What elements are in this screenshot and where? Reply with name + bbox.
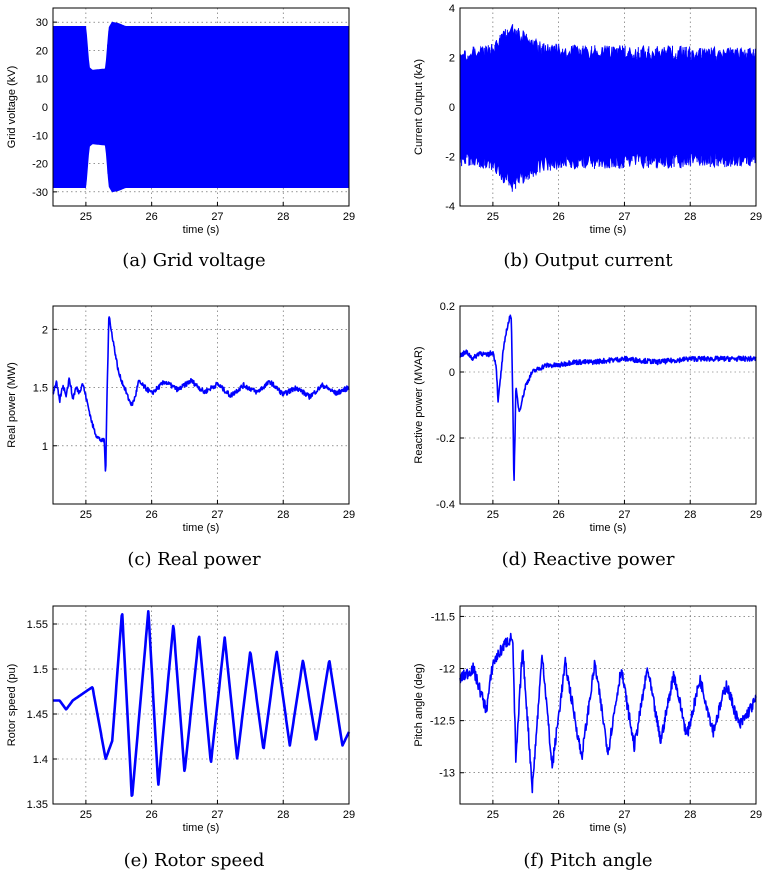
x-axis-label: time (s) — [590, 224, 627, 236]
plot-frame — [52, 7, 350, 207]
x-tick-label: 25 — [80, 509, 92, 521]
y-tick-label: 1.5 — [33, 664, 48, 676]
panel-c: 25 26 27 28 29 1 1.5 2 time (s) Real power (MW) (c… — [6, 305, 355, 570]
y-tick-label: -12 — [439, 664, 455, 676]
x-tick-label: 28 — [684, 809, 696, 821]
x-tick-label: 25 — [487, 809, 499, 821]
x-tick-label: 27 — [618, 211, 630, 223]
x-tick-label: 29 — [750, 809, 762, 821]
y-tick-label: 1.35 — [27, 799, 48, 811]
panel-caption: (f) Pitch angle — [523, 850, 652, 871]
y-tick-label: 2 — [42, 324, 48, 336]
x-tick-label: 26 — [553, 809, 565, 821]
x-axis-label: time (s) — [183, 822, 220, 834]
x-tick-label: 28 — [277, 509, 289, 521]
x-tick-label: 29 — [343, 809, 355, 821]
x-tick-label: 29 — [343, 211, 355, 223]
x-tick-label: 28 — [277, 809, 289, 821]
x-axis-label: time (s) — [183, 224, 220, 236]
data-series — [52, 610, 351, 797]
y-tick-label: 1.45 — [27, 709, 48, 721]
plot-area — [459, 605, 757, 805]
plot-area — [52, 305, 350, 505]
x-tick-label: 27 — [211, 809, 223, 821]
y-axis-label: Real power (MW) — [6, 362, 18, 448]
y-tick-label: -12.5 — [430, 716, 455, 728]
plot-frame — [52, 305, 350, 505]
y-tick-label: -0.2 — [436, 433, 455, 445]
panel-e: 25 26 27 28 29 1.35 1.4 1.45 1.5 1.55 time (s) Roto… — [6, 605, 355, 871]
y-tick-label: -11.5 — [431, 611, 455, 623]
y-tick-label: 1.5 — [33, 383, 48, 395]
x-tick-label: 26 — [146, 809, 158, 821]
y-tick-label: 30 — [36, 17, 48, 29]
y-axis-label: Reactive power (MVAR) — [413, 346, 425, 463]
y-tick-label: 0 — [449, 367, 455, 379]
panel-a: 25 26 27 28 29 -30 -20 -10 0 10 20 30 time (s) Grid v… — [6, 7, 355, 271]
y-tick-label: 0.2 — [440, 301, 455, 313]
x-tick-label: 25 — [487, 509, 499, 521]
y-axis-label: Rotor speed (pu) — [6, 664, 18, 747]
x-tick-label: 26 — [553, 211, 565, 223]
x-tick-label: 27 — [211, 509, 223, 521]
y-axis-label: Pitch angle (deg) — [413, 663, 425, 746]
panel-caption: (e) Rotor speed — [124, 850, 265, 871]
data-series — [459, 314, 757, 481]
y-axis-label: Grid voltage (kV) — [6, 66, 18, 149]
x-tick-label: 27 — [211, 211, 223, 223]
y-axis-label: Current Output (kA) — [413, 59, 425, 155]
x-axis-label: time (s) — [590, 522, 627, 534]
y-tick-label: 0 — [449, 102, 455, 114]
y-tick-label: -2 — [445, 152, 455, 164]
x-tick-label: 26 — [146, 509, 158, 521]
x-tick-label: 28 — [684, 509, 696, 521]
y-tick-label: 20 — [36, 45, 48, 57]
plot-area — [52, 605, 350, 805]
x-tick-label: 27 — [618, 509, 630, 521]
x-axis-label: time (s) — [183, 522, 220, 534]
y-tick-label: -10 — [32, 130, 48, 142]
x-tick-label: 26 — [553, 509, 565, 521]
plot-frame — [459, 605, 757, 805]
data-series — [52, 316, 350, 472]
y-tick-label: 1.55 — [27, 619, 48, 631]
x-tick-label: 25 — [487, 211, 499, 223]
y-tick-label: 1 — [42, 441, 48, 453]
panel-caption: (a) Grid voltage — [122, 250, 265, 271]
y-tick-label: 4 — [449, 3, 455, 15]
panel-caption: (c) Real power — [127, 549, 261, 570]
panel-d: 25 26 27 28 29 -0.4 -0.2 0 0.2 time (s) Reactive p… — [413, 301, 762, 570]
x-tick-label: 28 — [684, 211, 696, 223]
y-tick-label: -0.4 — [436, 499, 455, 511]
panel-f: 25 26 27 28 29 -13 -12.5 -12 -11.5 time (s) Pitch … — [413, 605, 762, 871]
x-tick-label: 29 — [750, 211, 762, 223]
y-tick-label: 1.4 — [33, 754, 48, 766]
data-series — [459, 632, 757, 794]
x-tick-label: 25 — [80, 809, 92, 821]
y-tick-label: 10 — [36, 74, 48, 86]
x-tick-label: 29 — [750, 509, 762, 521]
y-tick-label: 2 — [449, 53, 455, 65]
panel-caption: (b) Output current — [503, 250, 673, 271]
x-tick-label: 27 — [618, 809, 630, 821]
y-tick-label: -20 — [32, 159, 48, 171]
y-tick-label: -4 — [445, 201, 455, 213]
y-tick-label: 0 — [42, 102, 48, 114]
plot-frame — [459, 305, 757, 505]
plot-area — [459, 305, 757, 505]
plot-frame — [459, 7, 757, 207]
y-tick-label: -30 — [32, 187, 48, 199]
plot-frame — [52, 605, 350, 805]
x-tick-label: 29 — [343, 509, 355, 521]
x-axis-label: time (s) — [590, 822, 627, 834]
panel-b: 25 26 27 28 29 -4 -2 0 2 4 time (s) Current Output … — [413, 3, 762, 271]
x-tick-label: 25 — [80, 211, 92, 223]
x-tick-label: 28 — [277, 211, 289, 223]
y-tick-label: -13 — [439, 768, 455, 780]
x-tick-label: 26 — [146, 211, 158, 223]
panel-caption: (d) Reactive power — [502, 549, 675, 570]
